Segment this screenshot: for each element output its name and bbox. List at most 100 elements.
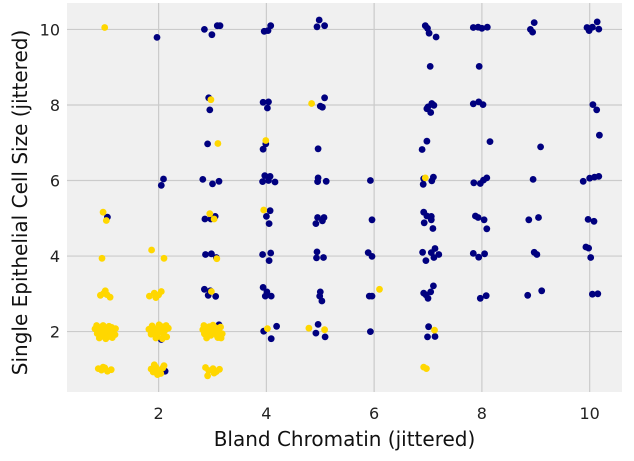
blue-data-point: [368, 216, 376, 224]
yellow-data-point: [431, 326, 438, 334]
blue-data-point: [313, 254, 320, 262]
blue-data-point: [208, 31, 216, 39]
blue-data-point: [530, 19, 538, 26]
yellow-data-point: [216, 365, 223, 373]
yellow-data-point: [146, 292, 153, 300]
blue-data-point: [314, 321, 322, 328]
yellow-data-point: [95, 334, 103, 342]
blue-data-point: [312, 329, 320, 337]
blue-data-point: [537, 143, 544, 151]
yellow-data-point: [208, 288, 215, 295]
yellow-data-point: [102, 335, 110, 343]
yellow-data-point: [150, 361, 158, 369]
blue-data-point: [314, 178, 321, 186]
blue-data-point: [483, 174, 491, 182]
blue-data-point: [584, 216, 592, 223]
blue-data-point: [267, 292, 275, 300]
yellow-data-point: [159, 335, 166, 343]
blue-data-point: [426, 63, 434, 70]
y-tick-labels: 2 4 6 8 10: [40, 20, 60, 341]
blue-data-point: [209, 180, 216, 188]
yellow-data-point: [376, 285, 383, 293]
yellow-data-point: [99, 208, 107, 216]
yellow-data-point: [209, 321, 217, 329]
blue-data-point: [267, 249, 275, 257]
blue-data-point: [486, 138, 494, 146]
y-tick-label: 2: [50, 323, 60, 342]
blue-data-point: [312, 220, 320, 228]
yellow-data-point: [160, 362, 168, 369]
y-axis-label: Single Epithelial Cell Size (jittered): [8, 30, 32, 375]
yellow-data-point: [148, 322, 156, 330]
blue-data-point: [367, 177, 374, 184]
blue-data-point: [475, 253, 483, 261]
blue-data-point: [201, 26, 208, 33]
yellow-data-point: [101, 287, 109, 295]
blue-data-point: [322, 177, 330, 185]
yellow-data-point: [99, 363, 107, 371]
blue-data-point: [419, 248, 426, 256]
blue-data-point: [259, 178, 266, 186]
blue-data-point: [478, 24, 486, 32]
blue-data-point: [430, 282, 437, 290]
yellow-data-point: [148, 246, 156, 254]
blue-data-point: [469, 250, 477, 257]
yellow-data-point: [200, 322, 208, 329]
blue-data-point: [469, 100, 477, 108]
blue-data-point: [201, 285, 208, 293]
blue-data-point: [432, 33, 440, 41]
blue-data-point: [320, 214, 328, 221]
yellow-data-point: [308, 100, 315, 107]
yellow-data-point: [264, 325, 271, 332]
yellow-data-point: [213, 255, 221, 263]
blue-data-point: [479, 101, 487, 108]
yellow-data-point: [93, 322, 100, 329]
blue-data-point: [430, 101, 438, 109]
blue-data-point: [428, 177, 436, 185]
blue-data-point: [321, 94, 328, 102]
blue-data-point: [424, 333, 431, 341]
blue-data-point: [429, 225, 437, 232]
blue-data-point: [476, 294, 484, 302]
blue-data-point: [589, 101, 597, 108]
yellow-data-point: [157, 288, 165, 295]
blue-data-point: [208, 250, 215, 258]
yellow-data-point: [106, 293, 114, 301]
yellow-data-point: [305, 324, 313, 332]
blue-data-point: [594, 290, 602, 298]
yellow-data-point: [204, 372, 212, 380]
yellow-data-point: [108, 334, 116, 341]
blue-data-point: [431, 333, 439, 340]
blue-data-point: [589, 23, 596, 31]
blue-data-point: [265, 220, 273, 228]
blue-data-point: [259, 145, 267, 153]
blue-data-point: [595, 173, 603, 180]
blue-data-point: [320, 254, 327, 261]
blue-data-point: [589, 290, 596, 298]
blue-data-point: [321, 22, 328, 30]
yellow-data-point: [206, 210, 214, 218]
blue-data-point: [271, 178, 279, 186]
yellow-data-point: [160, 254, 168, 262]
yellow-data-point: [152, 334, 160, 342]
blue-data-point: [202, 251, 209, 258]
blue-data-point: [259, 284, 267, 291]
yellow-data-point: [98, 254, 106, 262]
blue-data-point: [425, 323, 432, 331]
yellow-data-point: [155, 321, 163, 329]
blue-data-point: [160, 175, 167, 183]
blue-data-point: [264, 104, 271, 112]
blue-data-point: [524, 291, 532, 299]
blue-data-point: [482, 292, 490, 300]
blue-data-point: [259, 98, 267, 106]
yellow-data-point: [423, 365, 430, 372]
blue-data-point: [535, 214, 542, 221]
blue-data-point: [579, 177, 587, 185]
blue-data-point: [525, 216, 533, 224]
x-tick-labels: 2 4 6 8 10: [154, 404, 600, 423]
blue-data-point: [430, 254, 438, 261]
blue-data-point: [595, 25, 603, 33]
yellow-data-point: [217, 323, 225, 331]
blue-data-point: [587, 254, 595, 261]
blue-data-point: [483, 225, 491, 233]
